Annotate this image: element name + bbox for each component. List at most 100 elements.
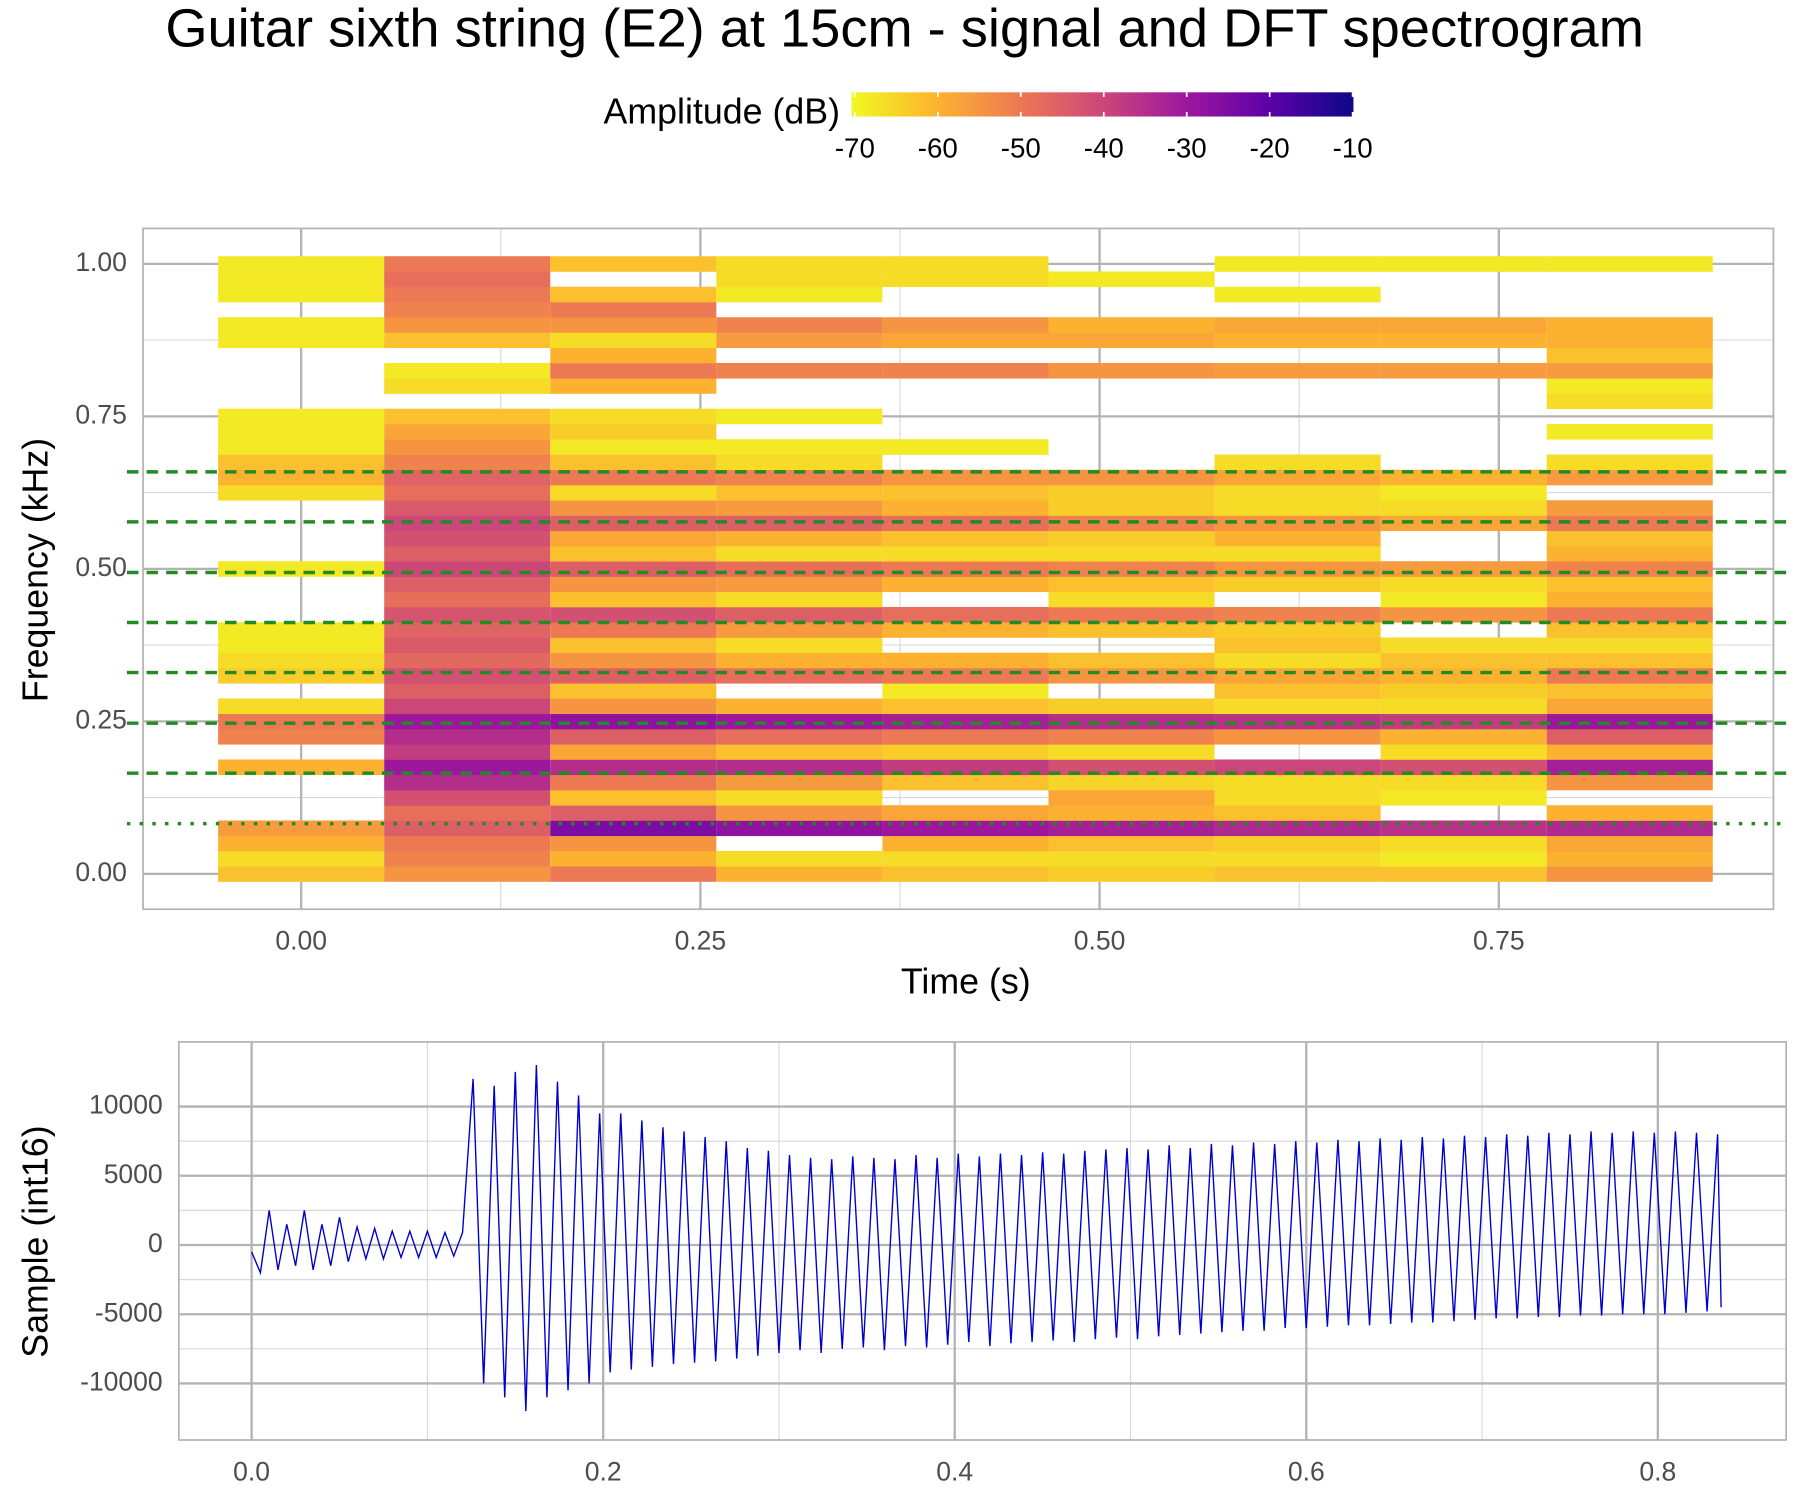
heatmap-cell [1546, 774, 1713, 791]
heatmap-cell [1048, 317, 1215, 333]
heatmap-cell [716, 652, 883, 669]
heatmap-cell [1048, 545, 1215, 562]
heatmap-cell [1546, 850, 1713, 867]
heatmap-cell [716, 698, 883, 715]
heatmap-cell [1380, 652, 1547, 669]
heatmap-cell [1380, 789, 1547, 806]
heatmap-cell [550, 500, 717, 516]
heatmap-cell [1546, 256, 1713, 272]
heatmap-cell [550, 561, 717, 577]
heatmap-cell [1380, 606, 1547, 623]
heatmap-cell [716, 317, 883, 333]
heatmap-cell [716, 759, 883, 776]
heatmap-cell [1048, 866, 1215, 882]
heatmap-cell [716, 744, 883, 760]
heatmap-cell [1380, 866, 1547, 882]
heatmap-cell [716, 728, 883, 745]
heatmap-cell [218, 317, 385, 333]
heatmap-cell [716, 606, 883, 623]
heatmap-cell [716, 362, 883, 379]
heatmap-cell [550, 698, 717, 715]
heatmap-cell [384, 576, 551, 593]
heatmap-cell [716, 545, 883, 562]
heatmap-cell [550, 622, 717, 638]
heatmap-cell [1214, 469, 1381, 486]
heatmap-cell [550, 515, 717, 532]
heatmap-cell [550, 469, 717, 486]
heatmap-cell [882, 622, 1049, 638]
heatmap-cell [1214, 820, 1381, 837]
heatmap-cell [550, 774, 717, 791]
x-axis-title: Time (s) [901, 962, 1031, 1002]
heatmap-cell [1048, 332, 1215, 349]
y-tick-label: 1.00 [75, 247, 127, 277]
heatmap-cell [1380, 332, 1547, 349]
x-tick-label: 0.00 [275, 926, 327, 956]
heatmap-cell [1214, 500, 1381, 516]
heatmap-cell [882, 439, 1049, 455]
heatmap-cell [384, 286, 551, 303]
heatmap-cell [1380, 774, 1547, 791]
heatmap-cell [1546, 728, 1713, 745]
heatmap-cell [218, 408, 385, 425]
y-tick-label: 0.75 [75, 399, 127, 429]
heatmap-cell [1214, 561, 1381, 577]
heatmap-cell [1380, 561, 1547, 577]
heatmap-cell [218, 728, 385, 745]
heatmap-cell [1546, 500, 1713, 516]
heatmap-cell [384, 317, 551, 333]
x-tick-label: 0.75 [1473, 926, 1525, 956]
heatmap-cell [550, 820, 717, 837]
heatmap-cell [550, 744, 717, 760]
heatmap-cell [550, 652, 717, 669]
heatmap-cell [1214, 789, 1381, 806]
heatmap-cell [716, 622, 883, 638]
heatmap-cell [384, 789, 551, 806]
heatmap-cell [384, 805, 551, 821]
heatmap-cell [550, 530, 717, 547]
heatmap-cell [218, 332, 385, 349]
heatmap-cell [882, 561, 1049, 577]
heatmap-cell [1048, 652, 1215, 669]
heatmap-cell [882, 256, 1049, 272]
heatmap-cell [1048, 805, 1215, 821]
heatmap-cell [882, 576, 1049, 593]
heatmap-cell [550, 728, 717, 745]
heatmap-cell [1214, 622, 1381, 638]
heatmap-cell [218, 667, 385, 684]
colorbar-tick-label: -70 [835, 132, 875, 163]
x-tick-label: 0.2 [585, 1456, 622, 1486]
heatmap-cell [1380, 469, 1547, 486]
y-axis-title: Frequency (kHz) [16, 438, 56, 702]
y-tick-label: 0 [148, 1228, 163, 1258]
heatmap-cell [218, 850, 385, 867]
y-tick-label: 10000 [89, 1090, 163, 1120]
heatmap-cell [1048, 850, 1215, 867]
heatmap-cell [1214, 652, 1381, 669]
heatmap-cell [716, 591, 883, 608]
heatmap-cell [1048, 561, 1215, 577]
heatmap-cell [384, 332, 551, 349]
heatmap-cell [550, 866, 717, 882]
heatmap-cell [1048, 500, 1215, 516]
heatmap-cell [1214, 362, 1381, 379]
colorbar-tick-label: -30 [1167, 132, 1207, 163]
heatmap-cell [218, 698, 385, 715]
heatmap-cell [384, 423, 551, 440]
heatmap-cell [716, 256, 883, 272]
heatmap-cell [1048, 576, 1215, 593]
heatmap-cell [716, 439, 883, 455]
heatmap-cell [716, 484, 883, 501]
colorbar-tick-label: -50 [1001, 132, 1041, 163]
heatmap-cell [1546, 515, 1713, 532]
heatmap-cell [1546, 866, 1713, 882]
heatmap-cell [1380, 667, 1547, 684]
heatmap-cell [1214, 286, 1381, 303]
colorbar-tick-label: -10 [1333, 132, 1373, 163]
heatmap-cell [1214, 637, 1381, 654]
y-tick-label: 0.50 [75, 552, 127, 582]
heatmap-cell [550, 362, 717, 379]
heatmap-cell [882, 713, 1049, 730]
heatmap-cell [716, 286, 883, 303]
